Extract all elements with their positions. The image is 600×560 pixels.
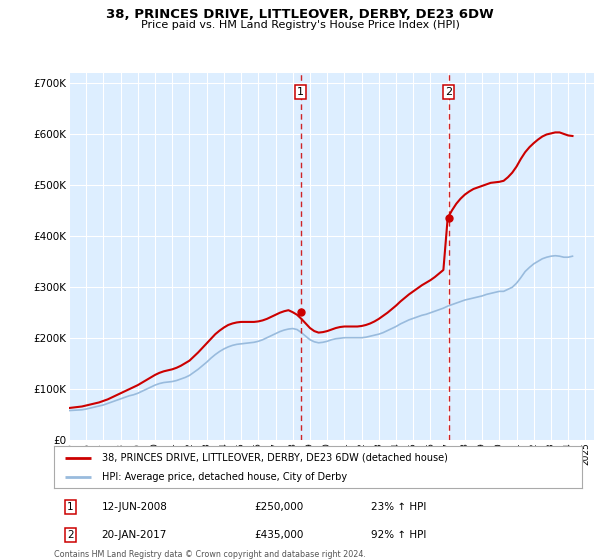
Text: 12-JUN-2008: 12-JUN-2008: [101, 502, 167, 512]
Text: 20-JAN-2017: 20-JAN-2017: [101, 530, 167, 540]
Text: 2: 2: [445, 87, 452, 97]
Text: 1: 1: [297, 87, 304, 97]
Text: Price paid vs. HM Land Registry's House Price Index (HPI): Price paid vs. HM Land Registry's House …: [140, 20, 460, 30]
Text: 23% ↑ HPI: 23% ↑ HPI: [371, 502, 426, 512]
Text: 2: 2: [67, 530, 74, 540]
Text: 38, PRINCES DRIVE, LITTLEOVER, DERBY, DE23 6DW (detached house): 38, PRINCES DRIVE, LITTLEOVER, DERBY, DE…: [101, 452, 448, 463]
Text: 92% ↑ HPI: 92% ↑ HPI: [371, 530, 426, 540]
Text: £250,000: £250,000: [254, 502, 304, 512]
Text: £435,000: £435,000: [254, 530, 304, 540]
Text: Contains HM Land Registry data © Crown copyright and database right 2024.
This d: Contains HM Land Registry data © Crown c…: [54, 550, 366, 560]
Text: 1: 1: [67, 502, 74, 512]
Text: HPI: Average price, detached house, City of Derby: HPI: Average price, detached house, City…: [101, 472, 347, 482]
Text: 38, PRINCES DRIVE, LITTLEOVER, DERBY, DE23 6DW: 38, PRINCES DRIVE, LITTLEOVER, DERBY, DE…: [106, 8, 494, 21]
